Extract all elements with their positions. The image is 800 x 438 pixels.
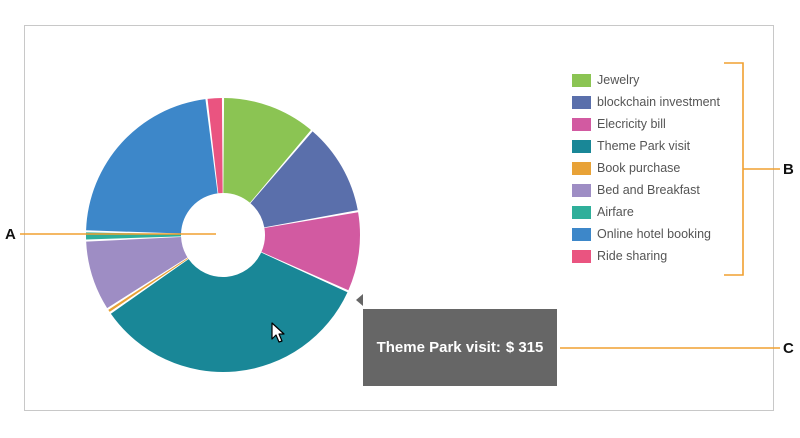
slice-bed-and-breakfast[interactable] xyxy=(86,237,188,309)
slice-elecricity-bill[interactable] xyxy=(261,212,360,291)
callout-label-c: C xyxy=(783,340,794,357)
legend-label: Bed and Breakfast xyxy=(597,183,700,197)
legend-label: Jewelry xyxy=(597,73,640,87)
legend-swatch xyxy=(572,117,591,131)
legend-swatch xyxy=(572,183,591,197)
legend-swatch xyxy=(572,73,591,87)
legend-item[interactable]: Jewelry xyxy=(572,69,720,91)
slice-ride-sharing[interactable] xyxy=(207,98,223,194)
slice-jewelry[interactable] xyxy=(223,98,311,203)
legend-item[interactable]: Online hotel booking xyxy=(572,223,720,245)
legend-swatch xyxy=(572,205,591,219)
slice-blockchain-investment[interactable] xyxy=(250,131,358,228)
legend-item[interactable]: Elecricity bill xyxy=(572,113,720,135)
chart-legend: Jewelry blockchain investment Elecricity b… xyxy=(572,69,720,267)
callout-label-a: A xyxy=(5,226,16,243)
legend-item[interactable]: Bed and Breakfast xyxy=(572,179,720,201)
legend-item[interactable]: Ride sharing xyxy=(572,245,720,267)
arrow-cursor-icon xyxy=(271,322,285,343)
tooltip-pointer xyxy=(356,294,363,306)
callout-lines xyxy=(20,62,780,349)
legend-item[interactable]: Theme Park visit xyxy=(572,135,720,157)
legend-swatch xyxy=(572,139,591,153)
legend-label: Airfare xyxy=(597,205,634,219)
legend-swatch xyxy=(572,95,591,109)
callout-label-b: B xyxy=(783,161,794,178)
legend-label: Elecricity bill xyxy=(597,117,666,131)
donut-slices xyxy=(85,98,360,372)
slice-online-hotel-booking[interactable] xyxy=(86,99,218,234)
legend-label: blockchain investment xyxy=(597,95,720,109)
legend-label: Book purchase xyxy=(597,161,681,175)
chart-tooltip: Theme Park visit: $ 315 xyxy=(363,309,557,386)
slice-book-purchase[interactable] xyxy=(108,257,189,312)
chart-frame xyxy=(24,25,774,411)
legend-swatch xyxy=(572,227,591,241)
legend-item[interactable]: blockchain investment xyxy=(572,91,720,113)
legend-item[interactable]: Book purchase xyxy=(572,157,720,179)
legend-label: Ride sharing xyxy=(597,249,668,263)
slice-theme-park-visit[interactable] xyxy=(110,252,348,372)
tooltip-value: $ 315 xyxy=(505,339,544,356)
legend-label: Theme Park visit xyxy=(597,139,691,153)
callout-bracket-b xyxy=(724,62,780,276)
legend-item[interactable]: Airfare xyxy=(572,201,720,223)
legend-label: Online hotel booking xyxy=(597,227,711,241)
legend-swatch xyxy=(572,161,591,175)
tooltip-label: Theme Park visit: xyxy=(376,339,501,356)
legend-swatch xyxy=(572,249,591,263)
